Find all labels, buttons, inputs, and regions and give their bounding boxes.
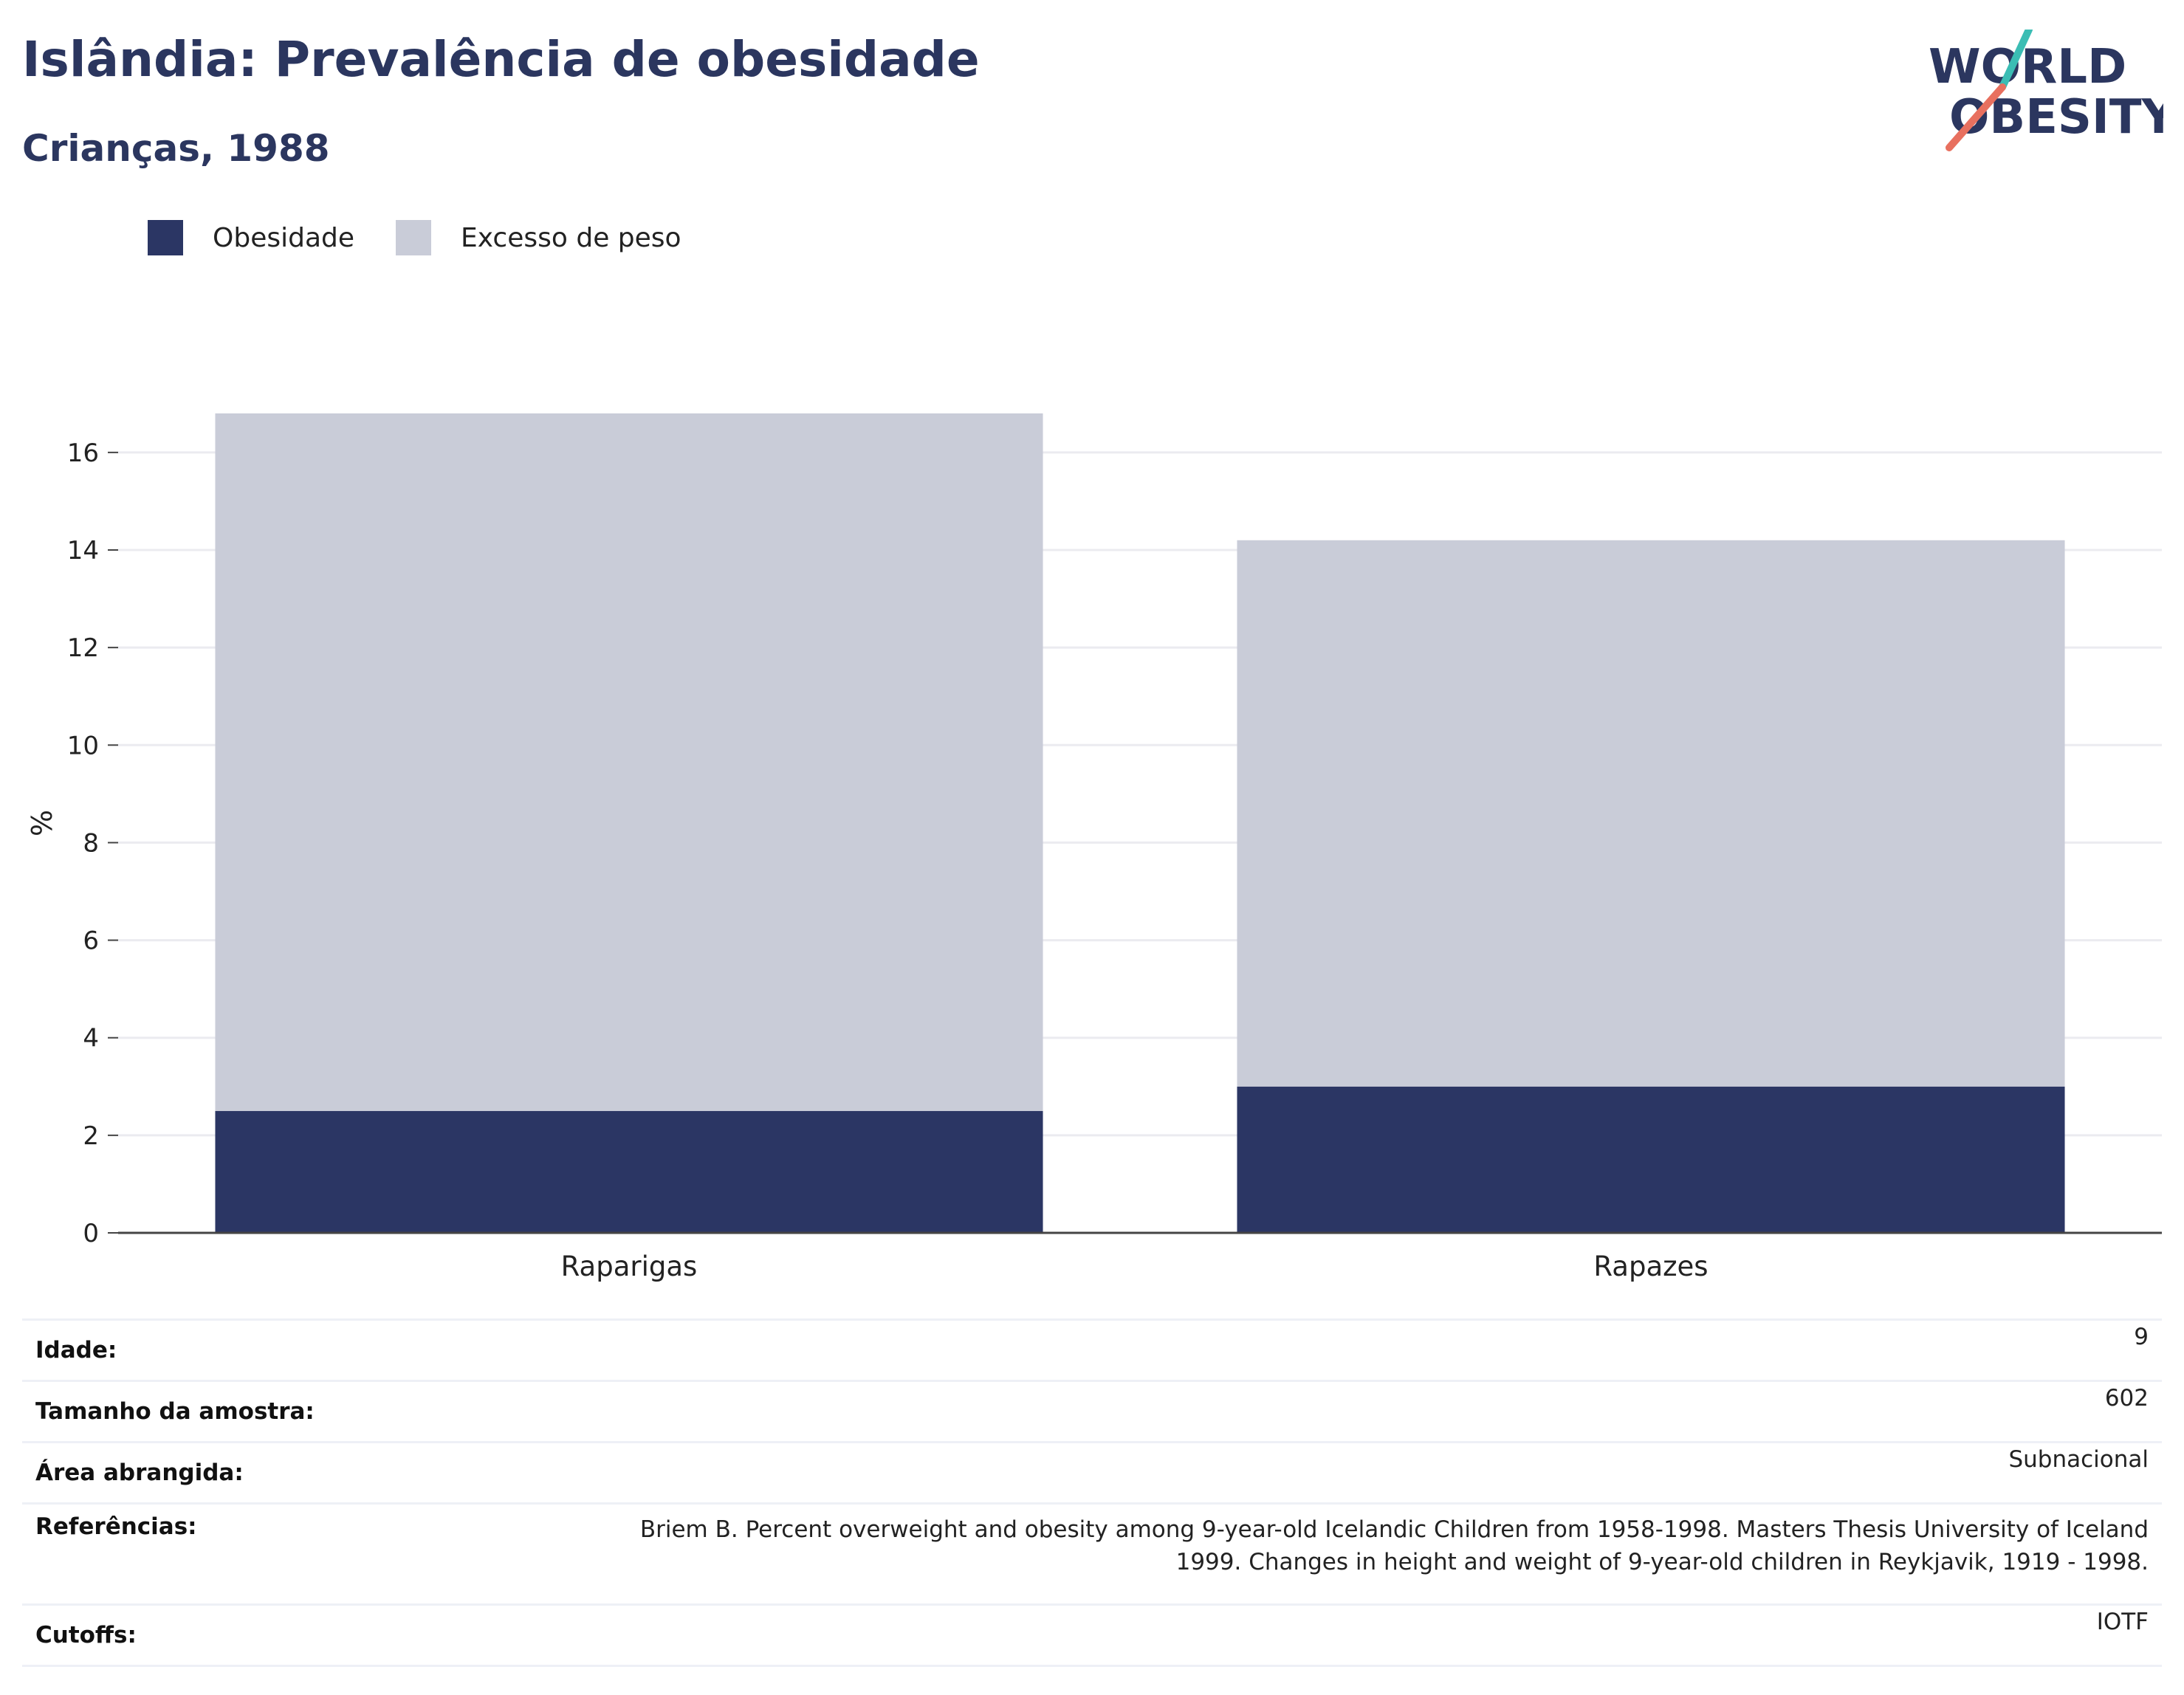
info-row-idade: Idade: 9 [22,1318,2162,1382]
reference-line-1: Briem B. Percent overweight and obesity … [639,1516,2149,1543]
legend-item-excesso-de-peso[interactable]: Excesso de peso [396,220,681,255]
info-value: 602 [566,1381,2162,1443]
info-row-area-abrangida: Área abrangida: Subnacional [22,1442,2162,1505]
y-tick-label: 14 [67,536,99,565]
reference-line-2: 1999. Changes in height and weight of 9-… [1175,1549,2149,1575]
info-value: IOTF [566,1604,2162,1667]
logo-slash-coral [1946,83,2006,151]
y-tick-label: 2 [83,1121,99,1151]
y-tick-label: 10 [67,731,99,760]
bar-excesso-de-peso [1237,540,2065,1087]
bar-obesidade [215,1110,1043,1233]
y-axis-title: % [26,810,58,836]
legend: Obesidade Excesso de peso [148,219,723,257]
logo-word-world: WORLD [1929,40,2126,94]
info-row-tamanho-da-amostra: Tamanho da amostra: 602 [22,1381,2162,1443]
logo-slash-teal [1999,30,2033,91]
y-tick-label: 16 [67,439,99,468]
x-category-label: Rapazes [1593,1251,1708,1282]
bar-chart: 0 2 4 6 8 10 12 14 16% Raparigas Rapazes [26,413,2162,1282]
info-label: Cutoffs: [22,1604,566,1667]
info-label: Área abrangida: [22,1442,566,1505]
legend-label-obesidade: Obesidade [213,222,355,253]
info-label: Referências: [22,1503,566,1606]
info-row-referencias: Referências: Briem B. Percent overweight… [22,1503,2162,1606]
y-tick-label: 8 [83,828,99,858]
info-label: Tamanho da amostra: [22,1381,566,1443]
chart-title: Islândia: Prevalência de obesidade [22,31,980,88]
y-tick-label: 6 [83,926,99,956]
y-tick-label: 0 [83,1219,99,1248]
info-value: 9 [566,1318,2162,1382]
legend-label-excesso-de-peso: Excesso de peso [461,222,681,253]
legend-swatch-obesidade [148,220,183,255]
y-tick-label: 12 [67,633,99,663]
info-label: Idade: [22,1318,566,1382]
y-tick-label: 4 [83,1024,99,1053]
info-value: Subnacional [566,1442,2162,1505]
info-value: Briem B. Percent overweight and obesity … [566,1503,2162,1606]
logo-word-obesity: OBESITY [1949,90,2163,145]
x-category-label: Raparigas [561,1251,698,1282]
info-row-cutoffs: Cutoffs: IOTF [22,1604,2162,1667]
info-table: Idade: 9 Tamanho da amostra: 602 Área ab… [22,1318,2162,1667]
legend-item-obesidade[interactable]: Obesidade [148,220,354,255]
legend-swatch-excesso-de-peso [396,220,432,255]
bar-excesso-de-peso [215,413,1043,1111]
chart-subtitle: Crianças, 1988 [22,127,330,170]
world-obesity-logo: WORLD OBESITY [1929,30,2163,151]
bar-obesidade [1237,1086,2065,1233]
